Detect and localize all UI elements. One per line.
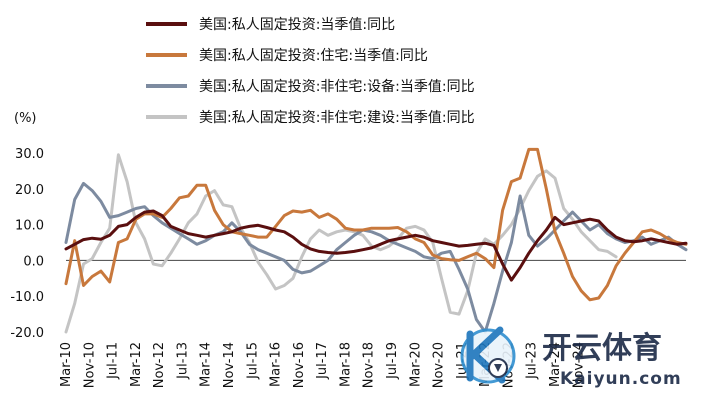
x-tick-label: Mar-24	[548, 342, 563, 387]
legend-label-2: 美国:私人固定投资:住宅:当季值:同比	[199, 48, 428, 64]
x-tick-label: Jul-11	[106, 342, 121, 380]
y-tick-label: 20.0	[15, 183, 44, 198]
y-tick-label: -10.0	[10, 290, 44, 305]
x-tick-label: Mar-10	[59, 342, 74, 387]
series-line-4	[64, 153, 618, 334]
y-tick-label: 0.0	[23, 254, 44, 269]
x-tick-label: Mar-20	[408, 342, 423, 387]
watermark: 开云体育 Kaiyun.com	[460, 326, 682, 389]
legend: 美国:私人固定投资:当季值:同比 美国:私人固定投资:住宅:当季值:同比 美国:…	[146, 17, 475, 126]
y-tick-label: 10.0	[15, 219, 44, 234]
y-axis: 30.0 20.0 10.0 0.0 -10.0 -20.0	[10, 147, 44, 341]
x-tick-label: Jul-13	[175, 342, 190, 380]
x-tick-label: Jul-23	[525, 342, 540, 380]
watermark-brand-en: Kaiyun.com	[560, 369, 682, 389]
series-lines	[64, 147, 688, 334]
legend-label-1: 美国:私人固定投资:当季值:同比	[199, 17, 395, 33]
x-tick-label: Mar-12	[129, 342, 144, 387]
x-tick-label: Nov-18	[362, 342, 377, 388]
x-tick-label: Mar-14	[199, 342, 214, 387]
x-tick-label: Nov-24	[571, 342, 586, 388]
x-tick-label: Nov-12	[152, 342, 167, 388]
legend-label-3: 美国:私人固定投资:非住宅:设备:当季值:同比	[199, 78, 475, 95]
series-line-1	[64, 209, 688, 282]
series-line-3	[64, 181, 688, 334]
x-tick-label: Jul-15	[245, 342, 260, 380]
x-tick-label: Nov-16	[292, 342, 307, 388]
x-tick-label: Mar-18	[338, 342, 353, 387]
y-tick-label: 30.0	[15, 147, 44, 162]
x-tick-label: Nov-20	[432, 342, 447, 388]
series-line-2	[64, 147, 688, 302]
legend-label-4: 美国:私人固定投资:非住宅:建设:当季值:同比	[199, 110, 475, 126]
x-tick-label: Jul-17	[315, 342, 330, 380]
watermark-logo-icon	[460, 326, 516, 384]
y-unit-label: (%)	[14, 111, 37, 126]
y-tick-label: -20.0	[10, 326, 44, 341]
x-tick-label: Nov-10	[82, 342, 97, 388]
x-tick-label: Mar-16	[269, 342, 284, 387]
x-tick-label: Jul-19	[385, 342, 400, 380]
watermark-brand-cn: 开云体育	[542, 331, 662, 366]
x-tick-label: Nov-14	[222, 342, 237, 388]
